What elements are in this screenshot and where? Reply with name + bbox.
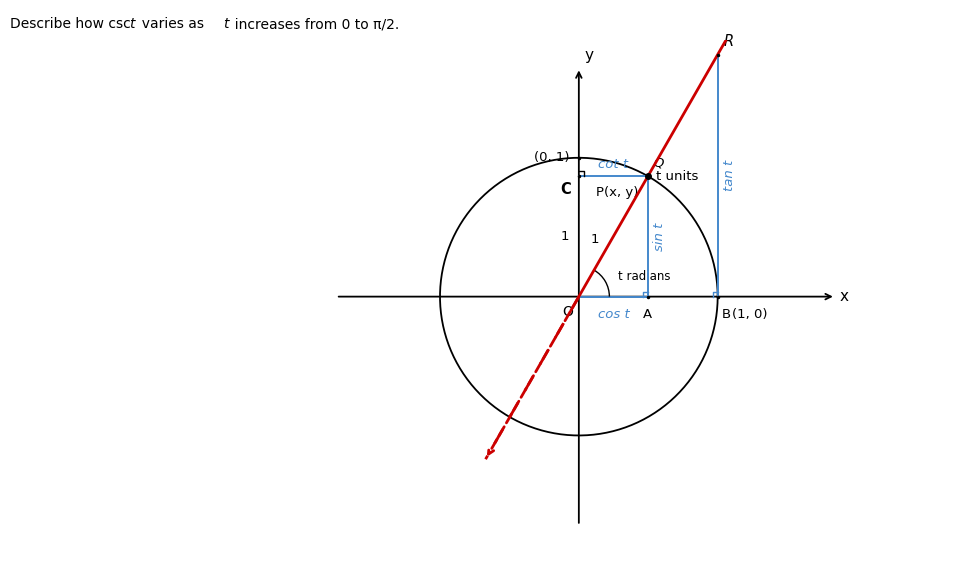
Text: increases from 0 to π/2.: increases from 0 to π/2. [232, 17, 400, 31]
Text: (1, 0): (1, 0) [731, 308, 767, 321]
Text: sin t: sin t [654, 222, 666, 250]
Text: varies as: varies as [139, 17, 206, 31]
Text: x: x [840, 289, 849, 304]
Text: Q: Q [654, 156, 663, 169]
Text: cot t: cot t [598, 158, 628, 170]
Text: t: t [129, 17, 135, 31]
Text: O: O [562, 305, 574, 319]
Text: B: B [722, 308, 731, 321]
Text: C: C [560, 182, 571, 197]
Text: 1: 1 [560, 230, 569, 243]
Text: t: t [223, 17, 228, 31]
Text: cos t: cos t [598, 308, 629, 321]
Text: t radians: t radians [618, 270, 670, 283]
Text: 1: 1 [590, 233, 598, 246]
Text: P(x, y): P(x, y) [596, 186, 639, 199]
Text: Describe how csc: Describe how csc [10, 17, 133, 31]
Text: (0, 1): (0, 1) [533, 151, 569, 164]
Text: t units: t units [656, 170, 699, 183]
Text: A: A [643, 308, 653, 321]
Text: tan t: tan t [724, 160, 736, 191]
Text: R: R [724, 34, 733, 49]
Text: y: y [584, 48, 594, 64]
